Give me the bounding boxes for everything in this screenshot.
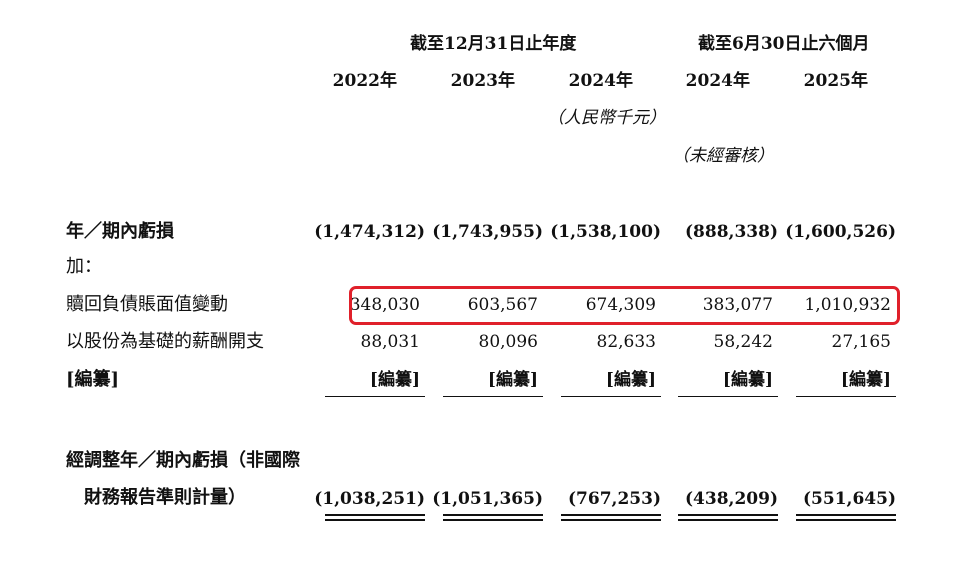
loss-2025-interim: (1,600,526) <box>785 222 896 242</box>
adjusted-2024: (767,253) <box>568 489 661 509</box>
highlight-box <box>349 286 900 325</box>
subtotal-rule-2024 <box>561 396 661 397</box>
row-label-loss: 年／期內虧損 <box>66 221 174 242</box>
redemption-2025-interim: 1,010,932 <box>804 295 891 315</box>
subtotal-rule-2022 <box>325 396 425 397</box>
subtotal-rule-2023 <box>443 396 543 397</box>
row-label-adjusted-line1: 經調整年／期內虧損（非國際 <box>66 450 300 471</box>
adjusted-2025-interim: (551,645) <box>803 489 896 509</box>
loss-2022: (1,474,312) <box>314 222 425 242</box>
share-comp-2025-interim: 27,165 <box>831 332 891 352</box>
total-rule-2023 <box>443 514 543 521</box>
adjusted-2022: (1,038,251) <box>314 489 425 509</box>
share-comp-2024: 82,633 <box>596 332 656 352</box>
loss-2023: (1,743,955) <box>432 222 543 242</box>
redacted-2023: [編纂] <box>487 370 538 390</box>
redemption-2023: 603,567 <box>467 295 538 315</box>
header-group-six-months: 截至6月30日止六個月 <box>698 34 870 54</box>
adjusted-2023: (1,051,365) <box>432 489 543 509</box>
share-comp-2024-interim: 58,242 <box>713 332 773 352</box>
total-rule-2022 <box>325 514 425 521</box>
header-group-fiscal-year: 截至12月31日止年度 <box>410 34 577 54</box>
adjusted-2024-interim: (438,209) <box>685 489 778 509</box>
header-year-2022: 2022年 <box>332 71 397 91</box>
redemption-2024-interim: 383,077 <box>702 295 773 315</box>
loss-2024: (1,538,100) <box>550 222 661 242</box>
redemption-2022: 348,030 <box>349 295 420 315</box>
unit-label: （人民幣千元） <box>547 108 666 128</box>
header-year-2025-interim: 2025年 <box>803 71 868 91</box>
row-label-share-comp: 以股份為基礎的薪酬開支 <box>66 331 264 352</box>
subtotal-rule-2025-interim <box>796 396 896 397</box>
redacted-2024: [編纂] <box>605 370 656 390</box>
row-label-add: 加： <box>66 256 102 277</box>
subtotal-rule-2024-interim <box>678 396 778 397</box>
row-label-redacted: [編纂] <box>66 369 120 390</box>
share-comp-2022: 88,031 <box>360 332 420 352</box>
redacted-2024-interim: [編纂] <box>722 370 773 390</box>
redemption-2024: 674,309 <box>585 295 656 315</box>
header-year-2024-interim: 2024年 <box>685 71 750 91</box>
total-rule-2024 <box>561 514 661 521</box>
row-label-redemption: 贖回負債賬面值變動 <box>66 294 228 315</box>
share-comp-2023: 80,096 <box>478 332 538 352</box>
header-year-2023: 2023年 <box>450 71 515 91</box>
loss-2024-interim: (888,338) <box>685 222 778 242</box>
row-label-adjusted-line2: 財務報告準則計量） <box>84 487 246 508</box>
redacted-2022: [編纂] <box>369 370 420 390</box>
header-year-2024: 2024年 <box>568 71 633 91</box>
redacted-2025-interim: [編纂] <box>840 370 891 390</box>
total-rule-2025-interim <box>796 514 896 521</box>
total-rule-2024-interim <box>678 514 778 521</box>
unaudited-label: （未經審核） <box>672 146 774 166</box>
